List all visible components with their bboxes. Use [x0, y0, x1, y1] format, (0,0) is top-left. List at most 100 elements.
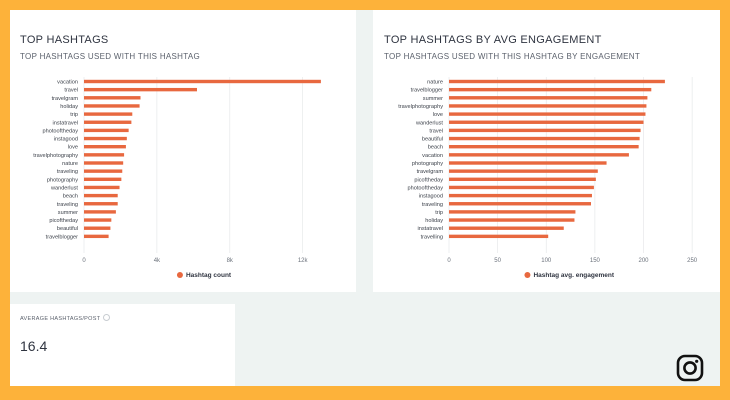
hashtag-count-chart: 0 4k 8k 12k vacation travel travelgram holiday t… [33, 77, 321, 279]
bar [449, 185, 594, 190]
category-label: nature [62, 161, 78, 167]
top-hashtags-engagement-card: TOP HASHTAGS BY AVG ENGAGEMENT TOP HASHT… [373, 10, 720, 292]
bar [449, 104, 647, 108]
bar [449, 79, 665, 84]
bar [84, 226, 111, 230]
bar [449, 87, 652, 92]
bar [449, 226, 564, 230]
category-label: holiday [425, 218, 443, 224]
category-label: love [68, 145, 78, 151]
bar [84, 218, 112, 222]
bar [84, 234, 109, 239]
bar [84, 96, 141, 100]
info-icon[interactable] [103, 314, 111, 321]
category-label: instagood [419, 194, 443, 200]
x-tick-label: 100 [541, 258, 552, 264]
bar [84, 112, 133, 116]
category-label: summer [423, 96, 443, 102]
category-label: summer [58, 210, 78, 216]
x-tick-label: 250 [687, 258, 698, 264]
stat-label-text: AVERAGE HASHTAGS/POST [20, 316, 101, 322]
bar [84, 136, 127, 141]
dashboard-frame: TOP HASHTAGS TOP HASHTAGS USED WITH THIS… [10, 10, 720, 386]
x-tick-label: 12k [298, 258, 309, 264]
x-tick-label: 8k [227, 258, 234, 264]
bar [449, 177, 596, 181]
bar [84, 193, 118, 198]
bar [84, 169, 123, 173]
category-label: instatravel [53, 120, 79, 126]
category-label: trip [70, 112, 78, 118]
bar [84, 128, 129, 133]
category-label: beach [63, 194, 78, 200]
stat-label: AVERAGE HASHTAGS/POST [20, 314, 111, 322]
bar [84, 145, 126, 149]
category-label: photography [47, 177, 78, 183]
category-label: travelling [421, 234, 443, 240]
bar [84, 161, 124, 165]
instagram-icon [676, 354, 704, 382]
category-label: vacation [57, 80, 78, 86]
bar [449, 136, 640, 141]
bar [449, 112, 646, 116]
bar [449, 202, 591, 206]
category-label: instagood [54, 137, 78, 143]
category-label: photooftheday [43, 128, 79, 134]
category-label: travel [429, 128, 443, 134]
bar [449, 234, 549, 239]
x-tick-label: 0 [82, 258, 86, 264]
bar [449, 193, 592, 198]
bar [449, 161, 607, 165]
category-label: nature [427, 80, 443, 86]
card-subtitle: TOP HASHTAGS USED WITH THIS HASHTAG BY E… [384, 52, 641, 61]
bar [449, 96, 648, 100]
legend-marker [524, 272, 531, 278]
category-label: traveling [57, 202, 78, 208]
category-label: travelblogger [411, 88, 443, 94]
average-hashtags-card: AVERAGE HASHTAGS/POST 16.4 [10, 304, 235, 386]
bar [84, 153, 125, 157]
bar [449, 145, 639, 149]
x-tick-label: 4k [154, 258, 161, 264]
x-tick-label: 0 [447, 258, 451, 264]
avg-engagement-chart: 0 50 100 150 200 250 nature travelblogger summer… [398, 77, 698, 279]
category-label: picoftheday [414, 177, 443, 183]
bar [449, 128, 641, 133]
category-label: traveling [422, 202, 443, 208]
bar [84, 202, 118, 206]
category-label: photooftheday [408, 185, 444, 191]
category-label: vacation [422, 153, 443, 159]
category-label: instatravel [418, 226, 444, 232]
bar [84, 177, 122, 181]
legend-label: Hashtag avg. engagement [533, 272, 614, 279]
bar [449, 153, 629, 157]
category-label: wanderlust [415, 120, 443, 126]
category-label: travelblogger [46, 234, 78, 240]
bar [84, 87, 197, 92]
category-label: travel [64, 88, 78, 94]
bar [449, 169, 598, 173]
bar [84, 210, 116, 214]
category-label: beautiful [57, 226, 78, 232]
bar [449, 120, 644, 124]
category-label: wanderlust [50, 185, 78, 191]
bar [84, 79, 321, 84]
bar [449, 218, 575, 222]
category-label: picoftheday [49, 218, 78, 224]
category-label: travelphotography [398, 104, 443, 110]
category-label: photography [412, 161, 443, 167]
bar [449, 210, 576, 214]
category-label: love [433, 112, 443, 118]
category-label: travelgram [52, 96, 79, 102]
bar [84, 185, 120, 190]
x-tick-label: 200 [639, 258, 650, 264]
legend-marker [176, 272, 183, 278]
x-tick-label: 50 [494, 258, 501, 264]
bar [84, 104, 140, 108]
legend-label: Hashtag count [186, 272, 232, 279]
card-title: TOP HASHTAGS [20, 34, 109, 46]
stat-value: 16.4 [20, 338, 48, 354]
category-label: travelphotography [33, 153, 78, 159]
card-subtitle: TOP HASHTAGS USED WITH THIS HASHTAG [20, 52, 201, 61]
x-tick-label: 150 [590, 258, 601, 264]
